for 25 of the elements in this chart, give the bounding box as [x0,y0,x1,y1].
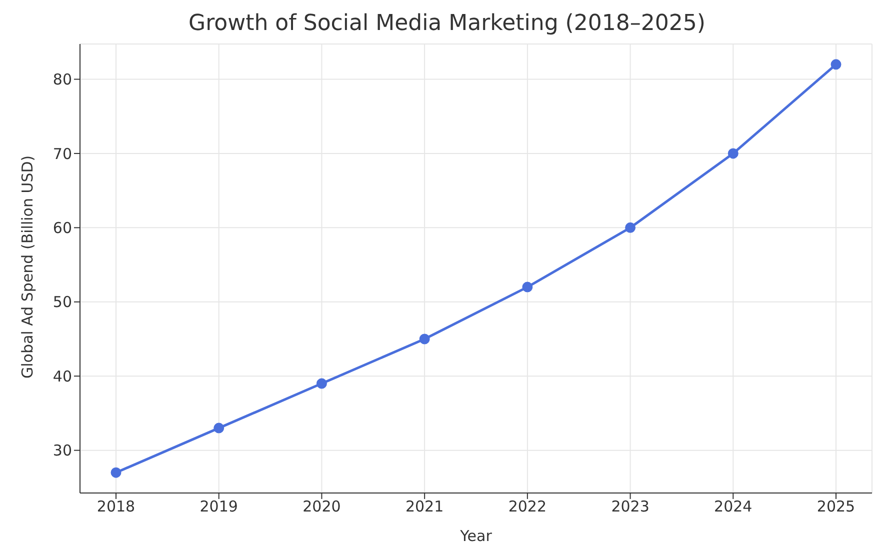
point [419,334,430,344]
x-tick-label: 2024 [714,498,752,516]
x-tick-label: 2018 [96,498,136,516]
point [625,222,636,233]
point [110,467,122,478]
point [214,422,224,434]
y-tick-label: 60 [52,219,72,238]
y-tick-label: 40 [52,367,72,386]
x-tick-label: 2025 [816,498,856,516]
point [522,282,533,292]
x-tick-label: 2023 [611,498,650,516]
point [830,59,842,70]
point [316,378,327,389]
y-tick-label: 30 [52,442,72,460]
x-tick-label: 2022 [508,498,547,516]
y-tick-label: 50 [52,293,72,312]
y-tick-label: 70 [52,144,72,163]
x-tick-label: 2021 [405,498,444,516]
x-axis-title: Year [459,527,493,545]
y-axis-title: Global Ad Spend (Billion USD) [18,155,36,378]
x-tick-label: 2019 [200,498,238,516]
x-tick-label: 2020 [302,498,341,516]
y-tick-label: 80 [52,70,72,89]
chart-title: Growth of Social Media Marketing (2018–2025) [188,10,706,38]
point [728,148,738,159]
